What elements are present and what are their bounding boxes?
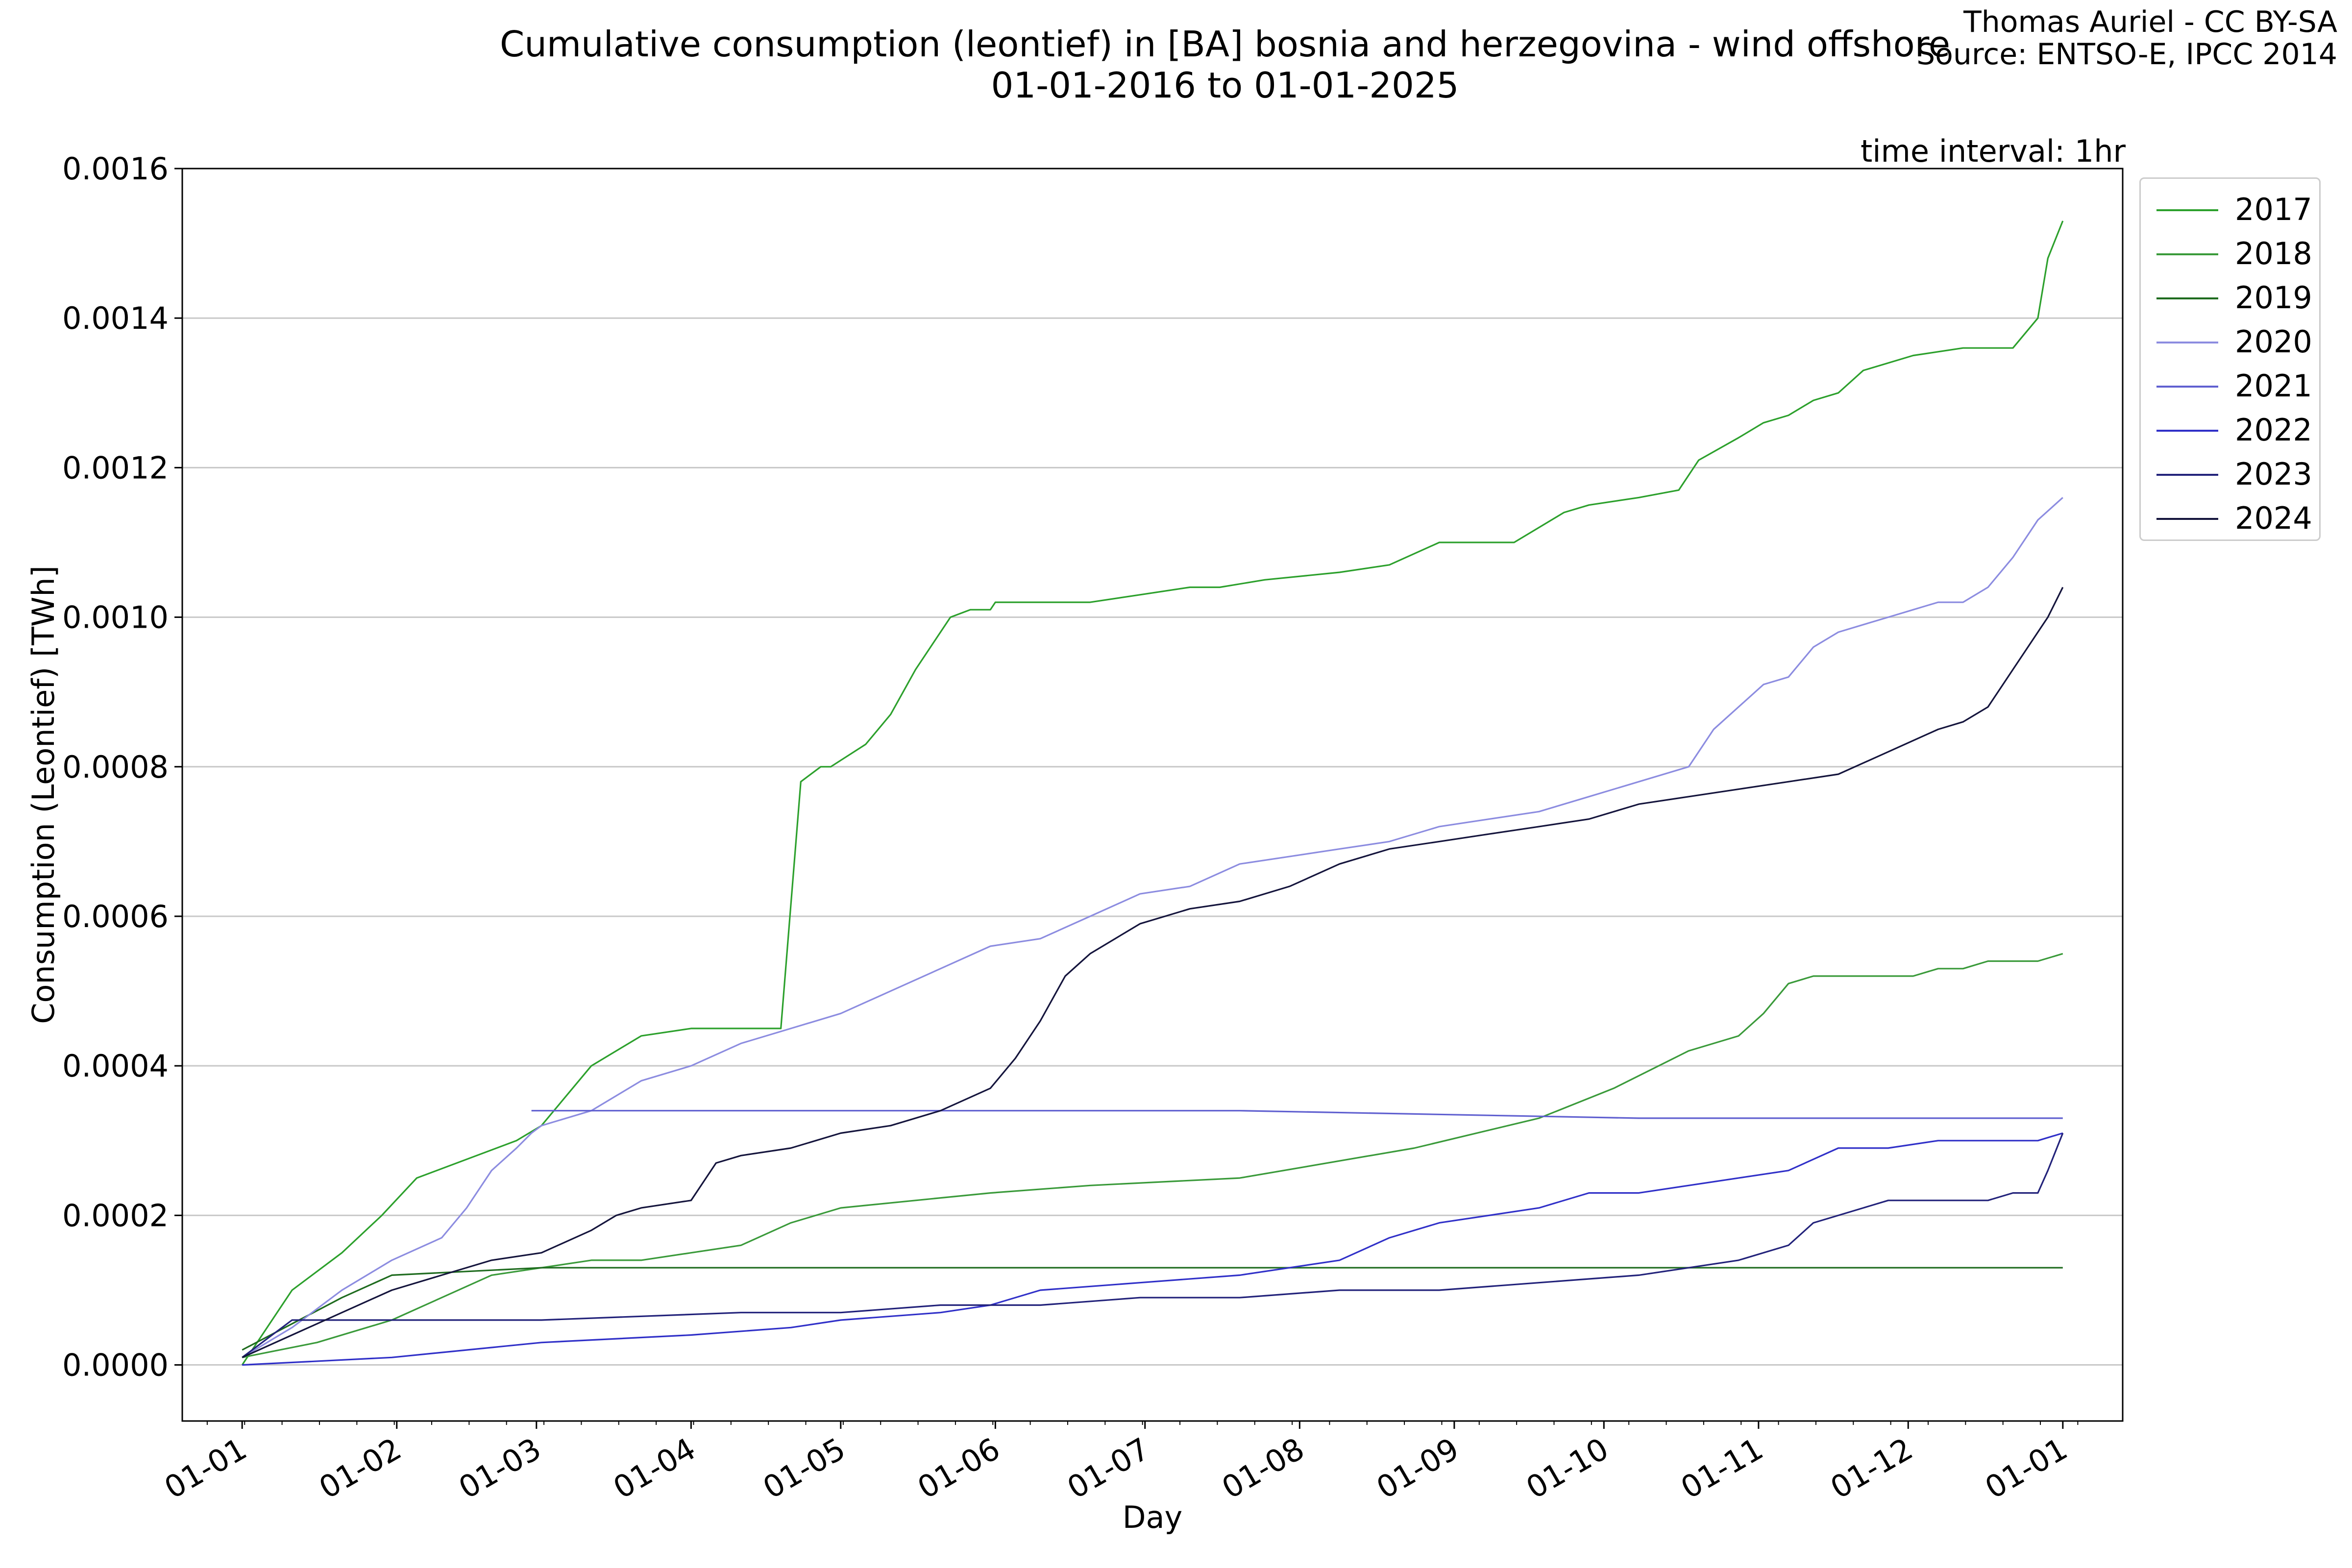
- x-tick-label: 01-10: [1520, 1431, 1615, 1506]
- legend: 2017 2018 2019 2020 2021 2022 2023 2024: [2139, 177, 2321, 541]
- y-tick-label: 0.0010: [62, 600, 169, 636]
- x-tick-label: 01-01: [1979, 1431, 2074, 1506]
- legend-item-2024: 2024: [2151, 496, 2317, 540]
- legend-item-2022: 2022: [2151, 408, 2317, 452]
- legend-swatch: [2156, 386, 2218, 388]
- legend-label: 2022: [2235, 412, 2312, 448]
- y-tick-label: 0.0002: [62, 1198, 169, 1233]
- legend-swatch: [2156, 518, 2218, 520]
- legend-item-2023: 2023: [2151, 452, 2317, 496]
- legend-item-2018: 2018: [2151, 232, 2317, 276]
- grid-lines: [182, 168, 2123, 1366]
- series-line-2023: [242, 1132, 2064, 1358]
- author-credit: Thomas Auriel - CC BY-SA: [1963, 5, 2337, 39]
- y-tick-label: 0.0012: [62, 450, 169, 486]
- series-line-2022: [242, 1132, 2063, 1366]
- x-tick-label: 01-05: [757, 1431, 852, 1506]
- y-axis-label: Consumption (Leontief) [TWh]: [25, 565, 61, 1024]
- chart-title: Cumulative consumption (leontief) in [BA…: [499, 24, 1951, 65]
- y-tick-label: 0.0006: [62, 899, 169, 934]
- legend-swatch: [2156, 342, 2218, 343]
- x-tick-label: 01-08: [1216, 1431, 1310, 1506]
- legend-label: 2020: [2235, 324, 2312, 360]
- legend-label: 2018: [2235, 236, 2312, 271]
- legend-swatch: [2156, 209, 2218, 211]
- series-line-2019: [242, 1267, 2063, 1351]
- series-line-2021: [531, 1110, 2063, 1119]
- x-tick-label: 01-09: [1371, 1431, 1465, 1506]
- legend-swatch: [2156, 474, 2218, 476]
- y-tick-label: 0.0014: [62, 300, 169, 336]
- x-tick-label: 01-07: [1061, 1431, 1156, 1506]
- y-axis: 0.0000 0.0002 0.0004 0.0006 0.0008 0.0010 0.00…: [62, 151, 182, 1383]
- series-line-2024: [242, 587, 2064, 1358]
- series-line-2018: [242, 953, 2063, 1358]
- x-tick-label: 01-11: [1675, 1431, 1769, 1506]
- chart-subtitle: 01-01-2016 to 01-01-2025: [991, 65, 1459, 106]
- legend-label: 2021: [2235, 368, 2312, 404]
- x-tick-label: 01-04: [607, 1431, 702, 1506]
- legend-label: 2024: [2235, 500, 2312, 536]
- x-tick-label: 01-03: [453, 1431, 547, 1506]
- x-axis-label: Day: [1123, 1499, 1182, 1535]
- legend-label: 2017: [2235, 192, 2312, 227]
- legend-swatch: [2156, 297, 2218, 299]
- y-tick-label: 0.0016: [62, 151, 169, 187]
- legend-swatch: [2156, 253, 2218, 255]
- source-credit: Source: ENTSO-E, IPCC 2014: [1916, 37, 2337, 72]
- x-tick-label: 01-02: [313, 1431, 408, 1506]
- plot-frame: [181, 168, 2124, 1422]
- y-tick-label: 0.0000: [62, 1348, 169, 1383]
- x-axis: 01-01 01-02 01-03 01-04 01-05 01-06 01-07 01-08…: [158, 1421, 2079, 1506]
- series-line-2017: [241, 220, 2064, 1366]
- legend-item-2020: 2020: [2151, 320, 2317, 364]
- series-lines: [241, 220, 2064, 1366]
- x-tick-label: 01-01: [158, 1431, 253, 1506]
- x-tick-label: 01-12: [1824, 1431, 1919, 1506]
- y-tick-label: 0.0004: [62, 1048, 169, 1084]
- time-interval-label: time interval: 1hr: [1861, 133, 2126, 169]
- legend-label: 2023: [2235, 456, 2312, 492]
- legend-item-2019: 2019: [2151, 276, 2317, 320]
- legend-label: 2019: [2235, 280, 2312, 316]
- legend-item-2021: 2021: [2151, 364, 2317, 408]
- y-tick-label: 0.0008: [62, 749, 169, 785]
- x-tick-label: 01-06: [911, 1431, 1006, 1506]
- series-line-2020: [242, 497, 2063, 1358]
- legend-swatch: [2156, 430, 2218, 432]
- legend-item-2017: 2017: [2151, 188, 2317, 232]
